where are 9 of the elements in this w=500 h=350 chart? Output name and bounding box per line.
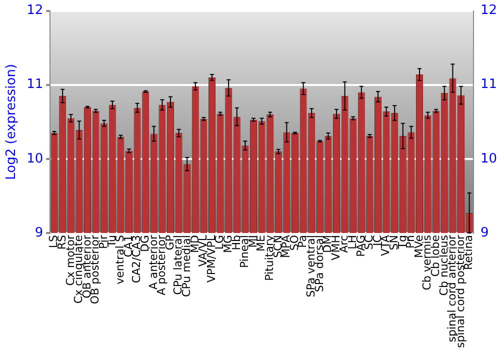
y-axis-title: Log2 (expression) bbox=[4, 64, 20, 180]
y2-tick-label: 10 bbox=[480, 151, 498, 166]
y2-tick-label: 9 bbox=[480, 225, 489, 240]
y2-tick-label: 12 bbox=[480, 3, 498, 18]
y-tick-label: 10 bbox=[26, 151, 44, 166]
y-tick-label: 12 bbox=[26, 3, 44, 18]
y-tick-label: 9 bbox=[34, 225, 44, 240]
y-tick-label: 11 bbox=[26, 77, 44, 92]
y2-tick-label: 11 bbox=[480, 77, 498, 92]
